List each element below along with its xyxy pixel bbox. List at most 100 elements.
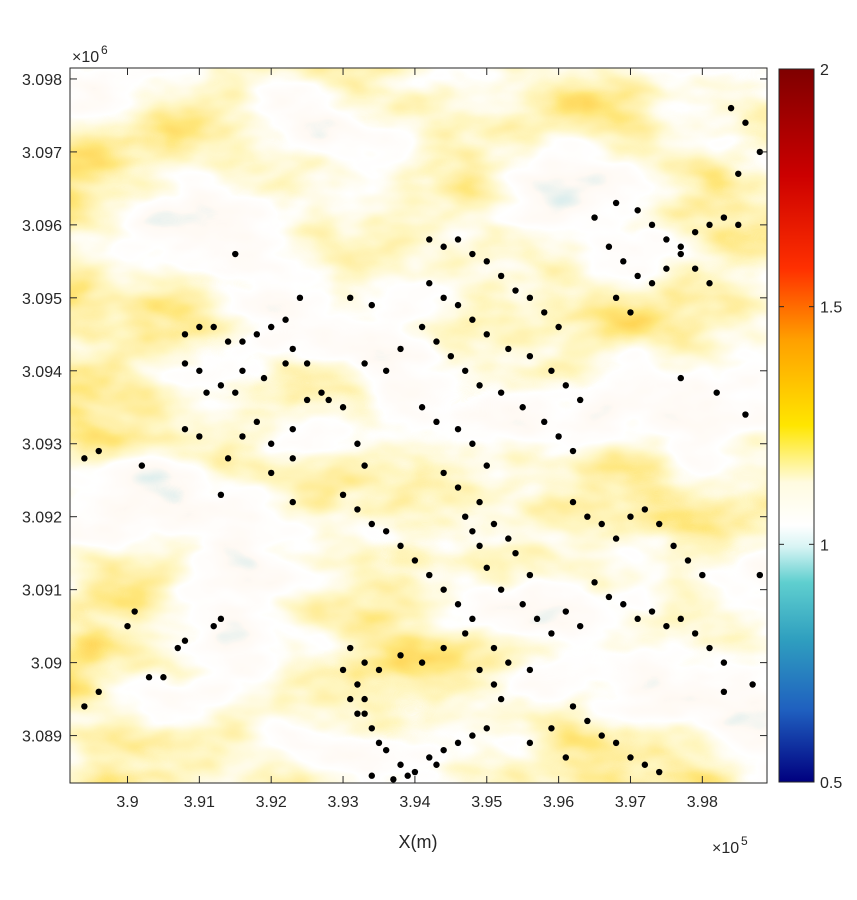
scatter-point <box>497 272 505 280</box>
scatter-point <box>296 294 304 302</box>
scatter-point <box>569 703 577 710</box>
scatter-point <box>426 236 433 243</box>
scatter-point <box>289 498 296 506</box>
scatter-point <box>612 294 620 302</box>
scatter-point <box>469 528 476 535</box>
scatter-point <box>756 571 764 579</box>
scatter-point <box>454 425 462 433</box>
scatter-point <box>196 367 203 374</box>
scatter-point <box>181 360 189 367</box>
scatter-point <box>548 367 555 374</box>
scatter-point <box>569 498 577 506</box>
scatter-point <box>483 258 490 265</box>
scatter-point <box>138 462 146 469</box>
scatter-point <box>454 739 462 747</box>
scatter-point <box>81 703 88 710</box>
scatter-point <box>217 382 225 389</box>
scatter-point <box>382 746 390 754</box>
scatter-point <box>426 571 433 579</box>
scatter-point <box>397 542 404 550</box>
scatter-point <box>382 367 390 374</box>
x-axis-label: X(m) <box>399 832 438 852</box>
scatter-point <box>591 214 598 221</box>
scatter-point <box>605 243 613 250</box>
scatter-point <box>454 236 462 243</box>
scatter-point <box>562 608 570 615</box>
scatter-point <box>462 513 469 520</box>
scatter-point <box>339 404 347 411</box>
y-exponent-power: 6 <box>101 43 108 57</box>
scatter-point <box>239 433 246 440</box>
scatter-point <box>361 462 368 469</box>
scatter-point <box>224 455 232 462</box>
scatter-point <box>196 433 203 440</box>
scatter-point <box>576 396 584 404</box>
scatter-point <box>454 301 462 309</box>
scatter-point <box>181 331 189 338</box>
x-axis: 3.9 3.91 3.92 3.93 3.94 3.95 3.96 3.97 3.98 <box>116 68 718 811</box>
scatter-point <box>368 520 375 528</box>
scatter-point <box>569 447 577 455</box>
scatter-point <box>253 418 261 426</box>
scatter-point <box>411 768 419 776</box>
y-tick-label: 3.098 <box>22 72 62 89</box>
scatter-point <box>490 644 498 652</box>
scatter-point <box>397 345 404 353</box>
scatter-point <box>533 615 541 623</box>
scatter-point <box>382 528 390 535</box>
scatter-point <box>95 447 102 455</box>
scatter-point <box>433 338 440 345</box>
scatter-point <box>289 455 296 462</box>
scatter-point <box>440 644 447 652</box>
scatter-point <box>541 309 548 316</box>
scatter-point <box>181 637 189 644</box>
scatter-point <box>727 104 735 112</box>
scatter-point <box>605 593 613 601</box>
x-tick-label: 3.98 <box>687 794 718 811</box>
scatter-point <box>663 622 670 630</box>
scatter-point <box>612 739 620 747</box>
scatter-point <box>95 688 102 696</box>
scatter-point <box>260 374 268 382</box>
scatter-point <box>620 601 627 608</box>
scatter-point <box>203 389 210 396</box>
scatter-point <box>497 389 505 396</box>
scatter-point <box>282 316 289 323</box>
scatter-point <box>526 739 534 747</box>
scatter-point <box>462 630 469 637</box>
scatter-point <box>677 250 684 258</box>
x-tick-label: 3.9 <box>116 794 138 811</box>
scatter-point <box>418 323 426 331</box>
scatter-point <box>526 666 534 674</box>
scatter-point <box>347 695 354 703</box>
scatter-point <box>562 754 570 761</box>
scatter-point <box>232 250 239 258</box>
scatter-point <box>145 674 153 681</box>
scatter-point <box>303 360 311 367</box>
scatter-point <box>526 352 534 360</box>
scatter-point <box>691 228 699 236</box>
scatter-point <box>469 440 476 447</box>
scatter-point <box>684 557 692 564</box>
scatter-point <box>217 615 225 623</box>
scatter-point <box>347 644 354 652</box>
scatter-point <box>354 506 361 513</box>
scatter-point <box>469 316 476 323</box>
plot-frame <box>69 67 768 784</box>
scatter-point <box>318 389 325 396</box>
scatter-point <box>239 338 246 345</box>
scatter-point <box>303 396 311 404</box>
scatter-point <box>519 404 526 411</box>
scatter-point <box>497 695 505 703</box>
scatter-point <box>404 772 411 779</box>
scatter-point <box>576 622 584 630</box>
x-tick-label: 3.96 <box>543 794 574 811</box>
scatter-point <box>677 374 684 382</box>
scatter-point <box>469 250 476 258</box>
scatter-point <box>196 323 203 331</box>
scatter-point <box>476 382 483 389</box>
scatter-point <box>612 535 620 542</box>
scatter-point <box>433 761 440 768</box>
y-tick-label: 3.091 <box>22 583 62 600</box>
scatter-point <box>648 280 656 287</box>
